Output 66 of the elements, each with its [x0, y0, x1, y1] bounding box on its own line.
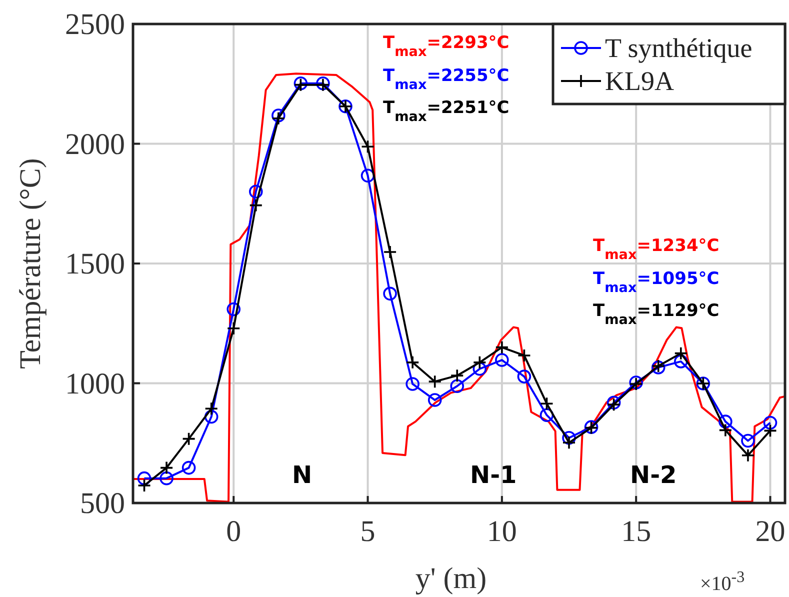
y-tick-label: 2500: [65, 8, 125, 41]
annotation: T$_{max}$=2255°C: [383, 66, 510, 93]
point: [383, 286, 397, 301]
point: [763, 424, 778, 438]
point: [450, 368, 464, 382]
annotation: T$_{max}$=2293°C: [383, 33, 510, 60]
point: [718, 414, 732, 428]
point: [137, 478, 152, 492]
point: [272, 108, 286, 122]
point: [763, 416, 778, 430]
point: [182, 460, 196, 475]
y-tick-label: 1500: [65, 248, 125, 280]
point: [674, 354, 688, 368]
legend-label: KL9A: [605, 66, 674, 96]
point: [272, 111, 286, 126]
point: [741, 434, 755, 448]
point: [406, 377, 420, 391]
x-tick-label: 20: [755, 515, 786, 548]
point: [360, 140, 375, 154]
point: [204, 402, 218, 416]
annotation: N-1: [470, 461, 517, 489]
y-tick-label: 1000: [65, 367, 125, 400]
y-tick-label: 500: [80, 487, 125, 520]
text: ×10$^{-3}$: [700, 568, 745, 595]
point: [540, 408, 554, 422]
annotation: N: [292, 461, 312, 489]
point: [674, 346, 688, 360]
point: [248, 198, 263, 212]
point: [182, 432, 196, 446]
point: [495, 353, 509, 367]
point: [204, 410, 218, 424]
x-tick-label: 15: [621, 515, 652, 548]
legend-label: T synthétique: [605, 33, 752, 63]
annotation: T$_{max}$=2251°C: [383, 98, 510, 125]
point: [160, 460, 174, 475]
point: [517, 370, 532, 384]
point: [540, 396, 554, 411]
point: [517, 348, 532, 362]
annotation: T$_{max}$=1095°C: [593, 269, 720, 296]
annotation: T$_{max}$=1234°C: [593, 236, 720, 263]
point: [562, 430, 576, 445]
x-tick-label: 10: [486, 515, 517, 548]
point: [160, 471, 174, 486]
point: [383, 245, 397, 259]
point: [741, 448, 755, 462]
point: [226, 302, 241, 316]
point: [248, 184, 263, 199]
point: [472, 356, 487, 370]
point: [562, 436, 576, 450]
x-tick-label: 5: [360, 515, 376, 548]
annotation: N-2: [630, 461, 677, 489]
point: [137, 471, 152, 486]
point: [450, 379, 464, 394]
x-axis-title: y' (m): [415, 562, 487, 595]
point: [360, 168, 375, 183]
y-axis-title: Température (°C): [14, 158, 47, 369]
x-tick-label: 0: [226, 515, 242, 548]
point: [428, 393, 442, 407]
y-tick-label: 2000: [65, 128, 125, 161]
point: [495, 340, 509, 354]
point: [428, 374, 442, 388]
point: [226, 322, 241, 336]
annotation: T$_{max}$=1129°C: [593, 301, 720, 328]
point: [406, 356, 420, 370]
point: [718, 423, 732, 438]
point: [472, 362, 487, 376]
